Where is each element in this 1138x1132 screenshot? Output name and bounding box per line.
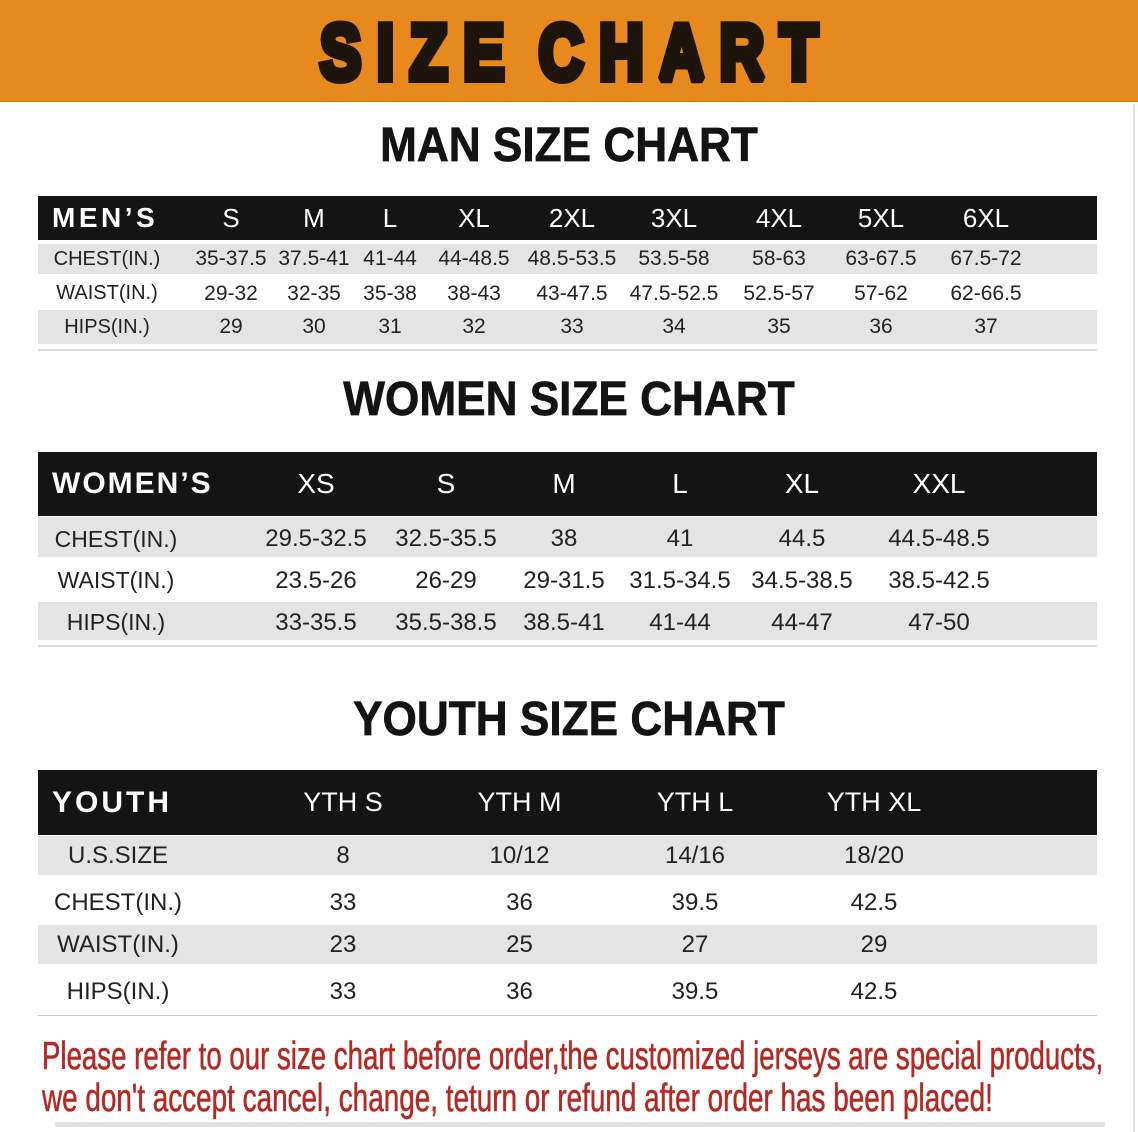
- svg-text:SIZE CHART: SIZE CHART: [320, 8, 833, 96]
